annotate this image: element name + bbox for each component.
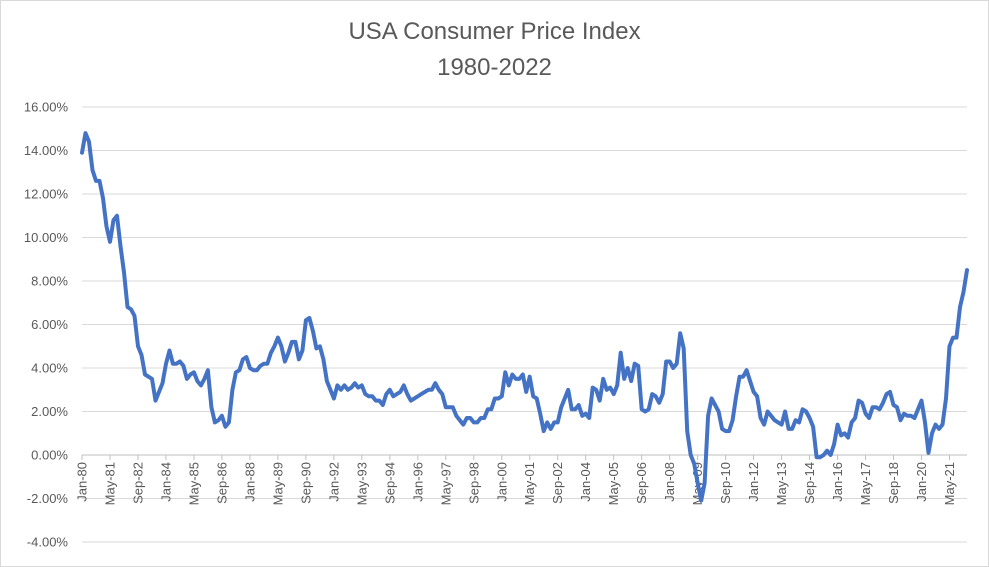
x-tick-label: Jan-04	[578, 462, 593, 502]
x-tick-label: Jan-12	[746, 462, 761, 502]
x-tick-label: Sep-02	[550, 462, 565, 504]
x-tick-label: May-85	[186, 462, 201, 505]
x-tick-label: May-17	[858, 462, 873, 505]
x-tick-label: May-21	[942, 462, 957, 505]
y-tick-label: 8.00%	[31, 274, 68, 289]
y-tick-label: 0.00%	[31, 448, 68, 463]
y-tick-label: 4.00%	[31, 361, 68, 376]
x-tick-label: Sep-18	[886, 462, 901, 504]
x-tick-label: Sep-90	[298, 462, 313, 504]
y-tick-label: 10.00%	[24, 230, 69, 245]
x-tick-label: Sep-94	[382, 462, 397, 504]
y-tick-label: 16.00%	[24, 100, 69, 115]
x-tick-label: Sep-14	[802, 462, 817, 504]
y-tick-label: 2.00%	[31, 404, 68, 419]
y-axis-labels: -4.00% -2.00% 0.00% 2.00% 4.00% 6.00% 8.00% 10.…	[24, 100, 69, 550]
y-tick-label: -4.00%	[27, 535, 69, 550]
x-tick-label: May-89	[270, 462, 285, 505]
y-tick-label: 6.00%	[31, 317, 68, 332]
x-tick-label: May-97	[438, 462, 453, 505]
x-tick-label: Jan-92	[326, 462, 341, 502]
x-tick-label: May-81	[102, 462, 117, 505]
x-tick-label: Jan-08	[662, 462, 677, 502]
x-tick-label: Jan-16	[830, 462, 845, 502]
x-tick-label: May-01	[522, 462, 537, 505]
x-tick-label: Sep-86	[214, 462, 229, 504]
x-tick-label: Jan-84	[158, 462, 173, 502]
x-tick-label: Jan-20	[914, 462, 929, 502]
x-tick-label: Jan-80	[75, 462, 90, 502]
x-axis-labels: Jan-80 May-81 Sep-82 Jan-84 May-85 Sep-86 Jan-…	[75, 462, 958, 505]
x-tick-label: Jan-88	[242, 462, 257, 502]
x-tick-label: Sep-10	[718, 462, 733, 504]
y-tick-label: 12.00%	[24, 187, 69, 202]
x-tick-label: Jan-00	[494, 462, 509, 502]
y-tick-label: -2.00%	[27, 491, 69, 506]
x-tick-label: May-05	[606, 462, 621, 505]
x-tick-label: Sep-82	[130, 462, 145, 504]
x-tick-label: May-13	[774, 462, 789, 505]
cpi-series-line	[80, 131, 969, 503]
chart-subtitle: 1980-2022	[437, 54, 552, 81]
x-axis	[81, 454, 967, 460]
x-tick-label: May-93	[354, 462, 369, 505]
y-tick-label: 14.00%	[24, 143, 69, 158]
x-tick-label: Sep-98	[466, 462, 481, 504]
x-tick-label: Sep-06	[634, 462, 649, 504]
chart-title: USA Consumer Price Index	[348, 18, 641, 45]
x-tick-label: Jan-96	[410, 462, 425, 502]
